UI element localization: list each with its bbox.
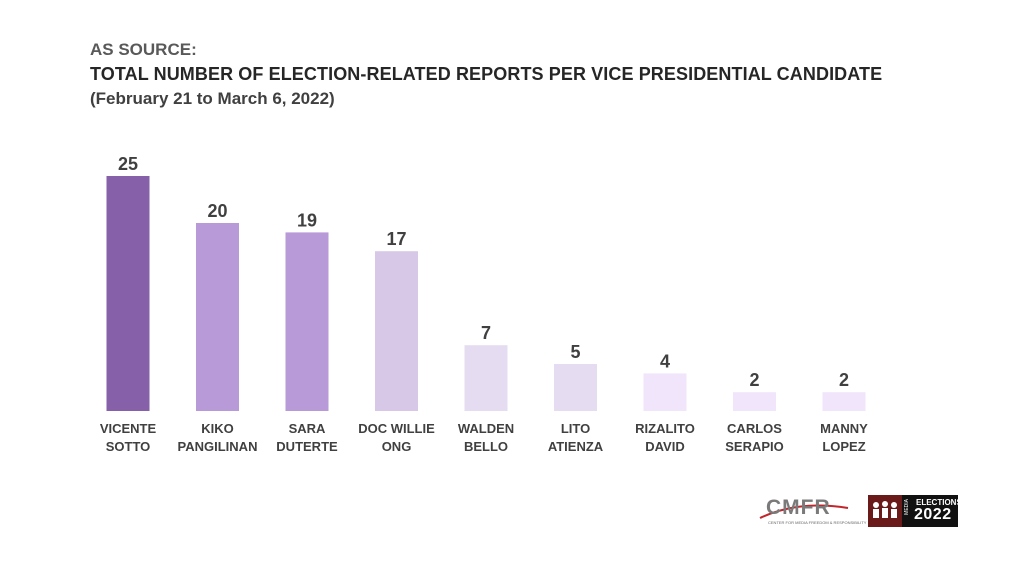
category-label-5-line-1: ATIENZA [548, 439, 604, 454]
category-label-4-line-0: WALDEN [458, 421, 514, 436]
category-label-8-line-0: MANNY [820, 421, 868, 436]
people-icon [868, 495, 902, 527]
bar-value-label-5: 5 [570, 342, 580, 362]
bar-value-label-6: 4 [660, 351, 670, 371]
logos-area: CMFR CENTER FOR MEDIA FREEDOM & RESPONSI… [758, 494, 962, 528]
bar-1 [196, 223, 239, 411]
category-label-5-line-0: LITO [561, 421, 590, 436]
chart-header: AS SOURCE: TOTAL NUMBER OF ELECTION-RELA… [90, 40, 882, 109]
cmfr-logo-subtext: CENTER FOR MEDIA FREEDOM & RESPONSIBILIT… [768, 520, 867, 525]
category-label-8-line-1: LOPEZ [822, 439, 865, 454]
bar-value-label-2: 19 [297, 210, 317, 230]
category-label-6-line-1: DAVID [645, 439, 684, 454]
bar-2 [285, 232, 329, 411]
media-elections-logo: MEDIA ELECTIONS 2022 [868, 495, 962, 527]
chart-subtitle: (February 21 to March 6, 2022) [90, 89, 335, 108]
category-label-0-line-1: SOTTO [106, 439, 151, 454]
cmfr-logo-text: CMFR [766, 496, 831, 519]
bar-0 [106, 176, 150, 411]
bar-6 [643, 373, 687, 411]
category-label-1-line-0: KIKO [201, 421, 234, 436]
bar-value-label-8: 2 [839, 370, 849, 390]
bar-value-label-1: 20 [207, 201, 227, 221]
bar-7 [733, 392, 776, 411]
bar-8 [822, 392, 866, 411]
category-label-7-line-0: CARLOS [727, 421, 782, 436]
cmfr-logo: CMFR CENTER FOR MEDIA FREEDOM & RESPONSI… [758, 494, 866, 528]
bar-value-label-4: 7 [481, 323, 491, 343]
chart-title: TOTAL NUMBER OF ELECTION-RELATED REPORTS… [90, 64, 883, 84]
category-label-3-line-0: DOC WILLIE [358, 421, 435, 436]
category-label-2-line-1: DUTERTE [276, 439, 338, 454]
elections-year-text: 2022 [914, 506, 952, 523]
category-label-6-line-0: RIZALITO [635, 421, 695, 436]
category-label-0-line-0: VICENTE [100, 421, 157, 436]
bar-value-label-0: 25 [118, 154, 138, 174]
category-label-2-line-0: SARA [289, 421, 326, 436]
bar-5 [554, 364, 597, 411]
chart-supertitle: AS SOURCE: [90, 40, 197, 59]
media-logo-text: MEDIA [904, 499, 910, 515]
category-label-4-line-1: BELLO [464, 439, 508, 454]
bar-value-label-7: 2 [749, 370, 759, 390]
elections-logo-text: ELECTIONS [916, 498, 962, 507]
bar-3 [375, 251, 418, 411]
category-label-3-line-1: ONG [382, 439, 412, 454]
category-label-7-line-1: SERAPIO [725, 439, 784, 454]
category-label-1-line-1: PANGILINAN [178, 439, 258, 454]
bar-value-label-3: 17 [386, 229, 406, 249]
cmfr-swoosh-icon [759, 504, 849, 519]
bar-4 [464, 345, 508, 411]
